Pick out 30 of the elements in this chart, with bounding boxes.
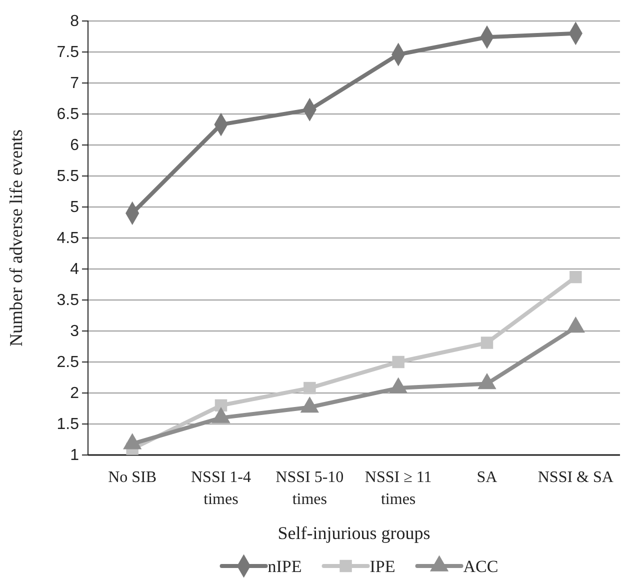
x-tick-label: NSSI & SA bbox=[538, 469, 614, 486]
y-tick-label: 2.5 bbox=[56, 354, 80, 372]
x-tick-label: No SIB bbox=[108, 469, 157, 486]
y-tick-label: 4.5 bbox=[56, 230, 80, 248]
y-tick-label: 6.5 bbox=[56, 106, 80, 124]
y-tick-label: 7 bbox=[70, 75, 80, 92]
y-tick-label: 4 bbox=[70, 261, 80, 278]
x-tick-label: NSSI 1-4 times bbox=[190, 469, 252, 508]
legend-label: nIPE bbox=[268, 557, 302, 576]
y-tick-label: 8 bbox=[70, 13, 80, 30]
y-tick-label: 3.5 bbox=[56, 292, 80, 310]
point bbox=[392, 356, 404, 368]
y-tick-label: 3 bbox=[70, 323, 80, 340]
y-tick-label: 1.5 bbox=[56, 416, 80, 434]
x-axis-title: Self-injurious groups bbox=[278, 523, 430, 543]
y-tick-label: 6 bbox=[70, 137, 80, 154]
y-tick-label: 5 bbox=[70, 199, 80, 216]
legend-label: ACC bbox=[463, 557, 498, 576]
point bbox=[304, 382, 316, 394]
y-tick-label: 1 bbox=[70, 447, 80, 464]
point bbox=[480, 336, 494, 349]
y-axis-title: Number of adverse life events bbox=[6, 130, 26, 346]
x-tick-label: NSSI 5-10 times bbox=[276, 469, 344, 508]
y-tick-label: 7.5 bbox=[56, 44, 80, 62]
y-tick-label: 5.5 bbox=[56, 168, 80, 186]
x-tick-label: NSSI ≥ 11 times bbox=[364, 469, 432, 508]
x-tick-label: SA bbox=[476, 469, 498, 486]
legend-label: IPE bbox=[370, 557, 396, 576]
point bbox=[570, 270, 582, 284]
y-tick-label: 2 bbox=[70, 385, 80, 402]
